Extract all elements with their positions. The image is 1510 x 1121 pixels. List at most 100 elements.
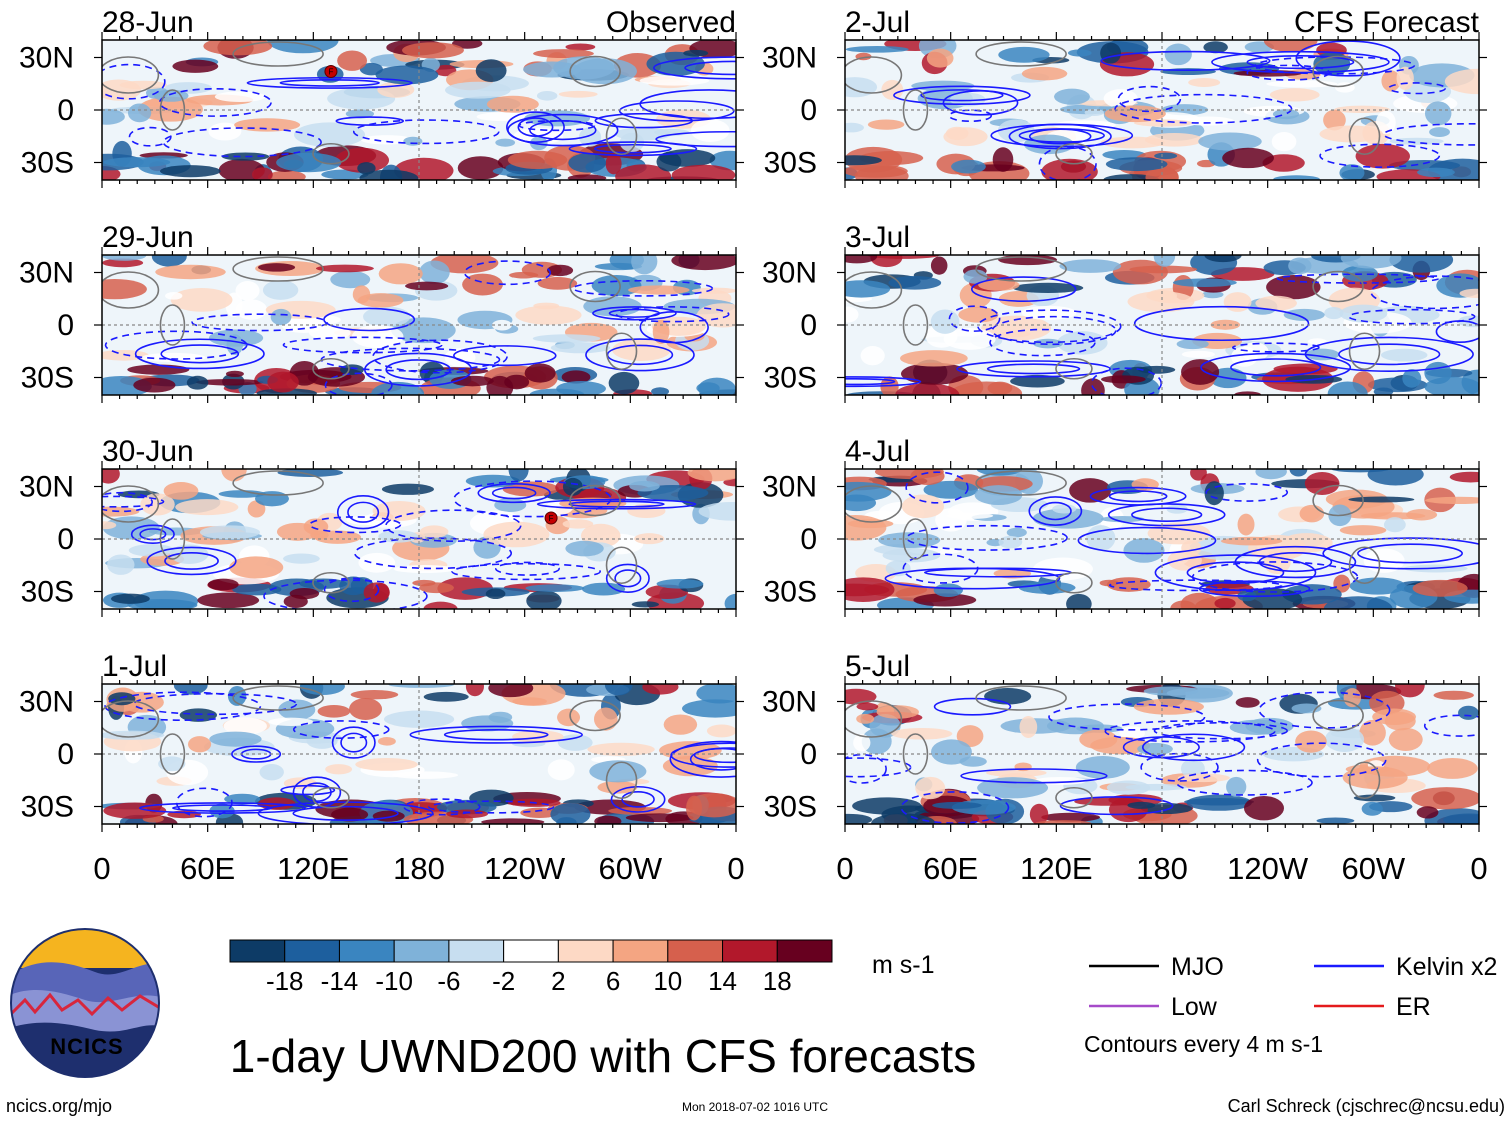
panel-date: 30-Jun [102, 435, 194, 468]
y-tick-label: 30N [762, 471, 817, 504]
colorbar-swatch [776, 939, 833, 963]
x-tick-label: 180 [393, 851, 445, 886]
colorbar-label: -14 [321, 966, 359, 996]
svg-text:F: F [549, 514, 554, 523]
x-tick-label: 120E [1020, 851, 1092, 886]
y-tick-label: 30N [762, 257, 817, 290]
contour-legend: MJO Kelvin x2 Low ER [1089, 953, 1497, 1021]
y-tick-label: 0 [800, 738, 817, 771]
y-tick-label: 0 [800, 94, 817, 127]
x-tick-label: 60W [598, 851, 662, 886]
y-tick-label: 0 [57, 523, 74, 556]
legend-label: Low [1171, 993, 1218, 1021]
x-tick-label: 120E [277, 851, 349, 886]
y-tick-label: 0 [57, 738, 74, 771]
x-tick-label: 0 [836, 851, 853, 886]
colorbar-label: -6 [437, 966, 460, 996]
colorbar-label: 18 [763, 966, 792, 996]
contour-note: Contours every 4 m s-1 [1084, 1031, 1323, 1057]
legend-label: ER [1396, 993, 1431, 1021]
footer-timestamp: Mon 2018-07-02 1016 UTC [682, 1100, 828, 1114]
colorbar-swatch [229, 939, 286, 963]
y-tick-label: 30N [19, 257, 74, 290]
footer-url[interactable]: ncics.org/mjo [6, 1096, 112, 1116]
panel-2-jul: 30N 0 30S 2-Jul [762, 6, 1487, 188]
y-tick-label: 0 [57, 94, 74, 127]
x-tick-label: 0 [93, 851, 110, 886]
colorbar-swatch [503, 939, 559, 963]
y-tick-label: 30S [21, 147, 74, 180]
panel-date: 29-Jun [102, 221, 194, 254]
panel-date: 5-Jul [845, 650, 910, 683]
panel-date: 1-Jul [102, 650, 167, 683]
panel-5-jul: 30N 0 30S 5-Jul [762, 650, 1487, 832]
colorbar: -18 -14 -10 -6 -2 2 6 10 14 18 [229, 939, 833, 996]
y-tick-label: 30S [764, 576, 817, 609]
storm-marker: F [324, 65, 338, 78]
colorbar-label: 10 [653, 966, 682, 996]
y-tick-label: 30S [764, 362, 817, 395]
colorbar-swatch [557, 939, 614, 963]
x-tick-label: 120W [1227, 851, 1309, 886]
legend-item-kelvin-x2: Kelvin x2 [1314, 953, 1497, 981]
x-tick-label: 60E [180, 851, 235, 886]
ncics-logo[interactable]: NCICS [10, 928, 160, 1078]
panel-30-jun: 30N 0 30S 30-Jun [19, 435, 744, 617]
y-tick-label: 30N [762, 42, 817, 75]
colorbar-swatch [722, 939, 778, 963]
legend-item-mjo: MJO [1089, 953, 1224, 981]
svg-text:F: F [328, 68, 333, 77]
legend-item-low: Low [1089, 993, 1218, 1021]
panel-4-jul: 30N 0 30S 4-Jul [762, 435, 1487, 617]
y-tick-label: 30N [762, 686, 817, 719]
x-tick-label: 180 [1136, 851, 1188, 886]
panel-date: 3-Jul [845, 221, 910, 254]
y-tick-label: 30S [21, 362, 74, 395]
colorbar-label: 14 [708, 966, 737, 996]
panel-grid: 30N030S28-Jun30N030S29-Jun30N030S30-Jun3… [19, 6, 1487, 832]
colorbar-label: -10 [375, 966, 413, 996]
x-tick-label: 0 [727, 851, 744, 886]
colorbar-swatch [612, 939, 669, 963]
x-tick-label: 60E [923, 851, 978, 886]
panel-3-jul: 30N 0 30S 3-Jul [762, 221, 1487, 403]
y-tick-label: 0 [800, 523, 817, 556]
colorbar-units: m s-1 [872, 951, 935, 979]
colorbar-swatch [393, 939, 450, 963]
legend-label: MJO [1171, 953, 1224, 981]
colorbar-swatch [448, 939, 505, 963]
y-tick-label: 30N [19, 42, 74, 75]
colorbar-swatch [667, 939, 724, 963]
colorbar-label: 6 [606, 966, 620, 996]
y-tick-label: 30S [21, 791, 74, 824]
logo-text: NCICS [50, 1034, 123, 1059]
y-tick-label: 30S [21, 576, 74, 609]
chart-title: 1-day UWND200 with CFS forecasts [230, 1030, 976, 1082]
storm-marker: F [544, 511, 558, 525]
panel-date: 2-Jul [845, 6, 910, 39]
colorbar-label: -18 [266, 966, 304, 996]
colorbar-label: 2 [551, 966, 565, 996]
y-tick-label: 0 [800, 309, 817, 342]
colorbar-swatch [284, 939, 340, 963]
y-tick-label: 30N [19, 471, 74, 504]
colorbar-label: -2 [492, 966, 515, 996]
x-tick-label: 0 [1470, 851, 1487, 886]
panel-date: 4-Jul [845, 435, 910, 468]
panel-1-jul: 30N 0 30S 1-Jul [19, 650, 744, 832]
panel-date: 28-Jun [102, 6, 194, 39]
colorbar-swatch [338, 939, 395, 963]
y-tick-label: 0 [57, 309, 74, 342]
y-tick-label: 30S [764, 147, 817, 180]
panel-29-jun: 30N 0 30S 29-Jun [19, 221, 744, 403]
legend-item-er: ER [1314, 993, 1431, 1021]
forecast-header: CFS Forecast [1294, 6, 1480, 39]
panel-28-jun: 30N 0 30S 28-Jun [19, 6, 744, 188]
y-tick-label: 30N [19, 686, 74, 719]
y-tick-label: 30S [764, 791, 817, 824]
x-tick-label: 120W [484, 851, 566, 886]
x-axis-labels: 0 60E 120E 180 120W 60W 0 0 60E 120E 180 120W 60W 0 [93, 851, 1487, 886]
footer-credit: Carl Schreck (cjschrec@ncsu.edu) [1228, 1096, 1505, 1116]
observed-header: Observed [606, 6, 736, 39]
